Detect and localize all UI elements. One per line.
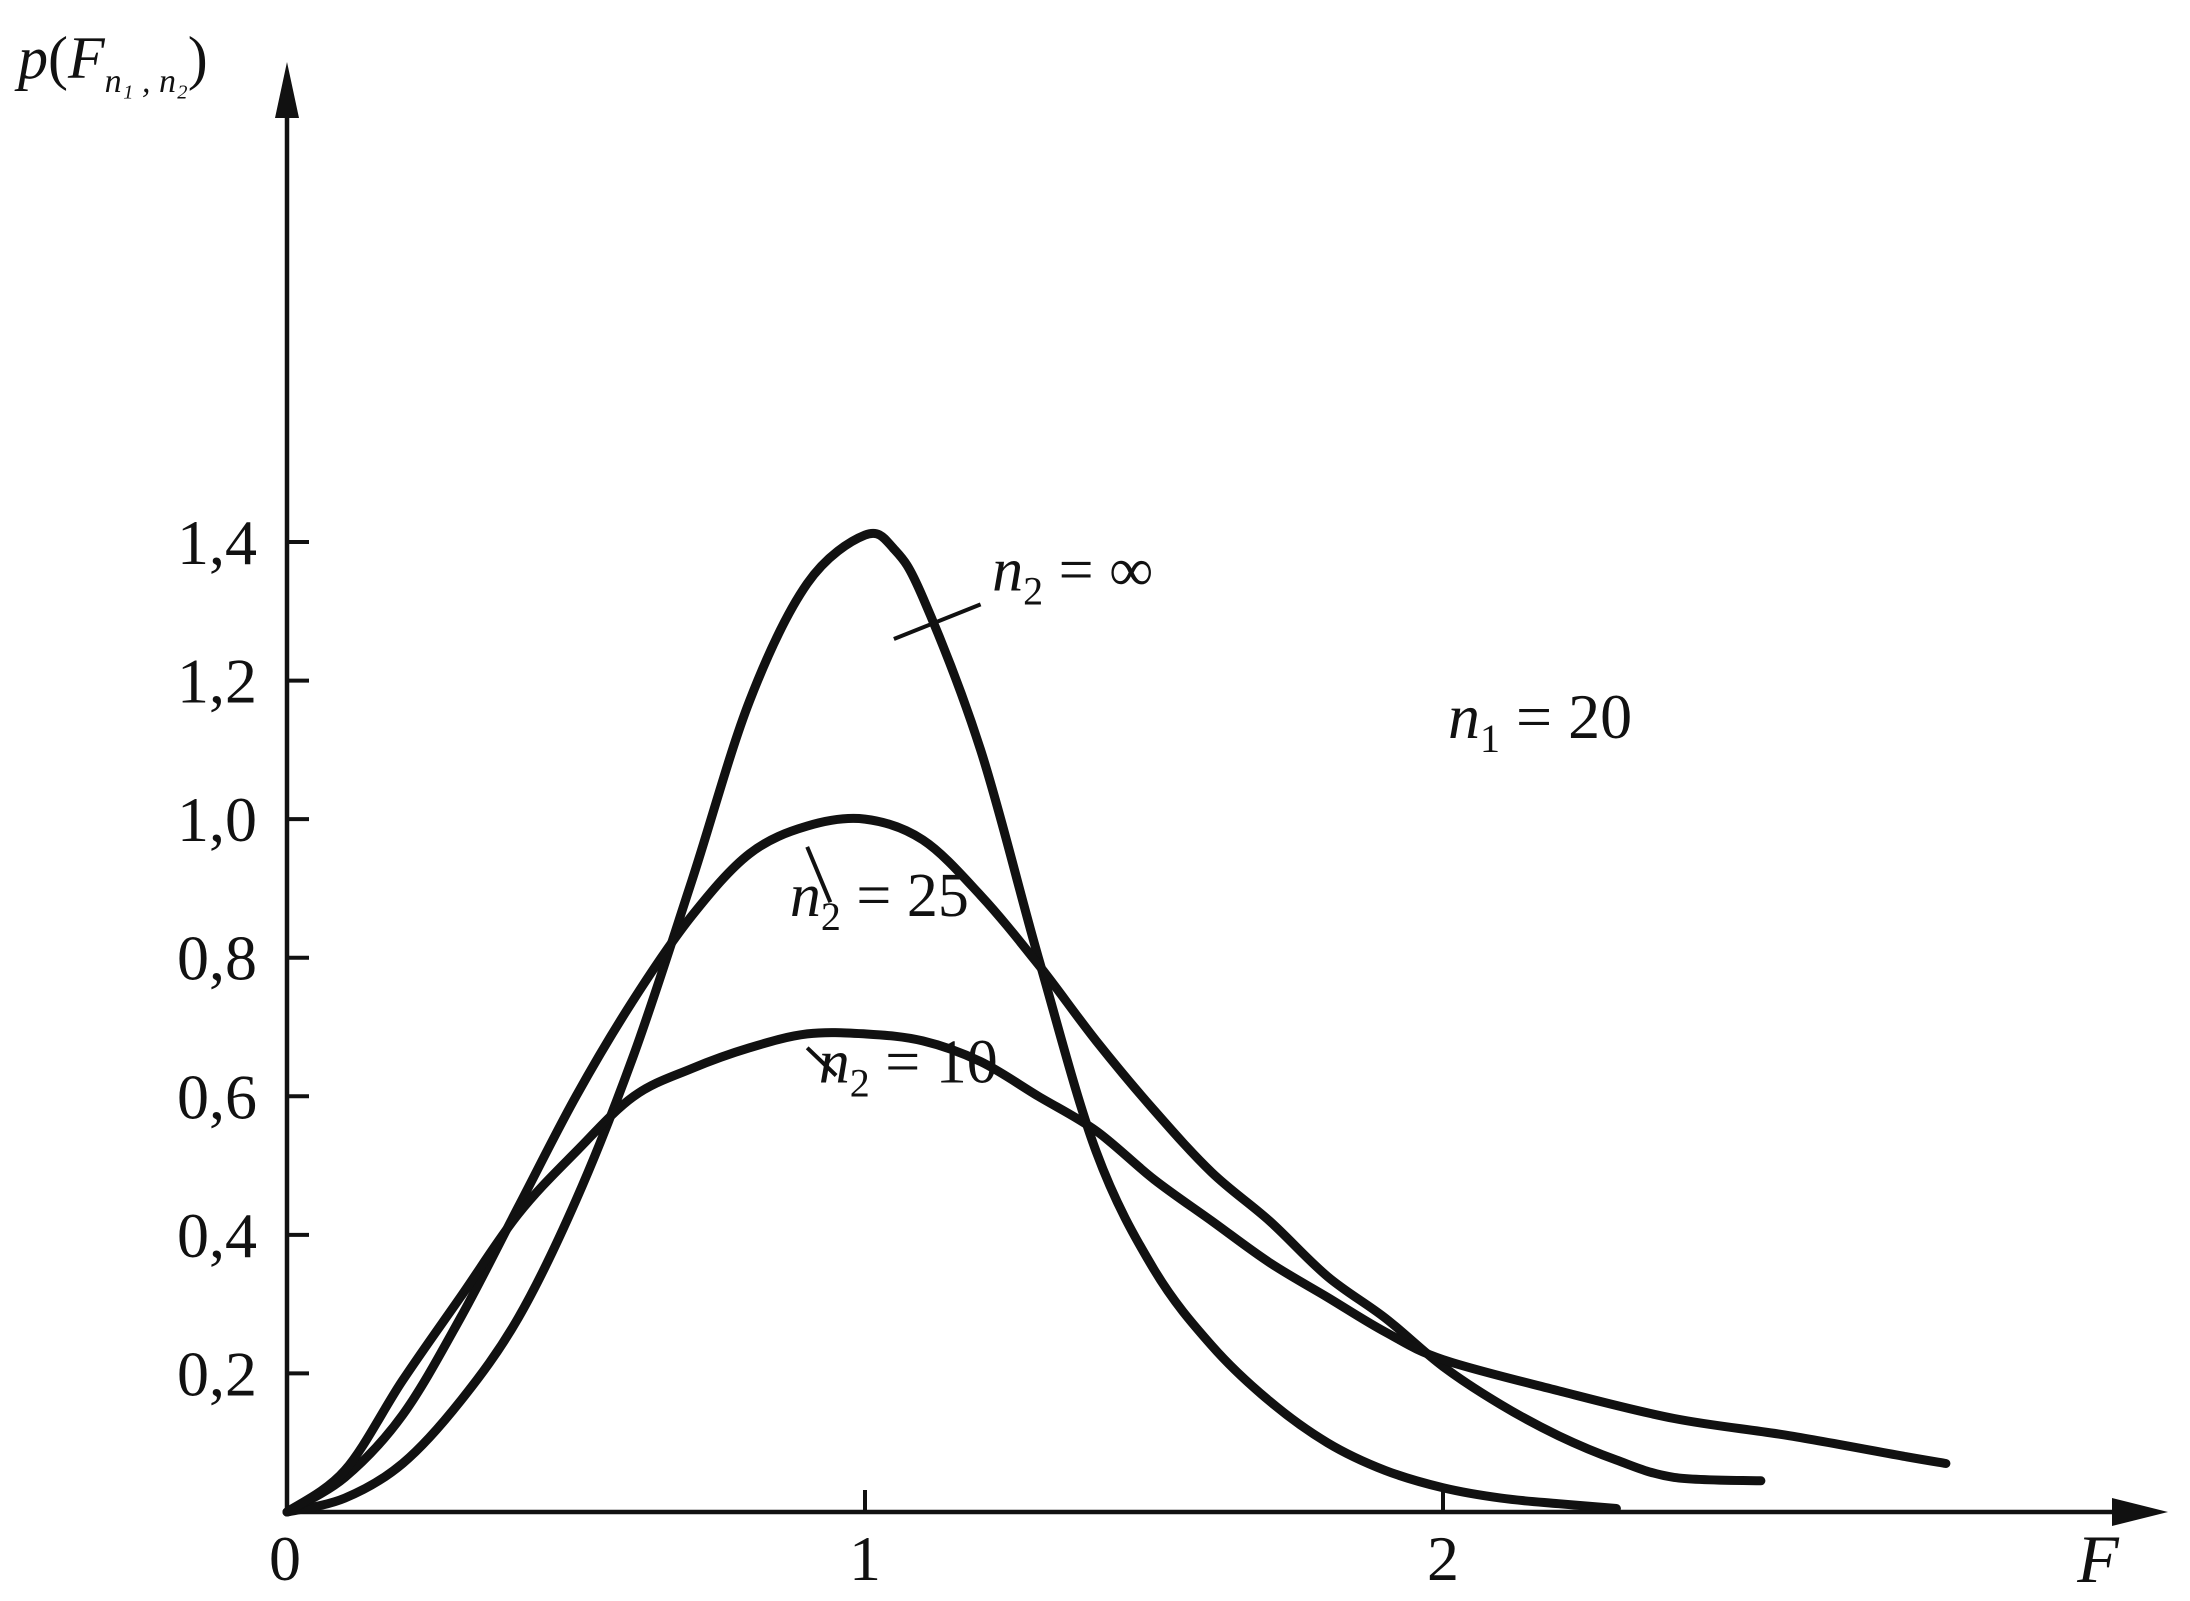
leader-series-1 [805,846,833,904]
label-series-0: n2 = ∞ [992,537,1153,614]
y-axis-arrow [275,62,299,118]
y-axis-label-main: p [14,25,48,91]
y-tick-label-1: 0,4 [177,1200,257,1271]
curve-series-2 [282,1028,1951,1517]
n1-annotation-sub: 1 [1480,716,1500,761]
y-tick-label-0: 0,2 [177,1338,257,1409]
y-tick-label-6: 1,4 [177,507,257,578]
x-tick-label-0: 0 [269,1523,301,1594]
axis-ticks: 0,2 0,4 0,6 0,8 1,0 1,2 1,4 0 1 2 [177,507,1459,1594]
x-axis-arrow [2112,1498,2168,1526]
x-tick-label-2: 2 [1427,1523,1459,1594]
n1-annotation: n1 = 20 [1448,681,1632,761]
leader-series-0 [893,602,982,641]
curve-labels: n2 = ∞ n2 = 25 n2 = 10 [790,537,1153,1106]
y-axis-label-close-paren: ) [188,25,208,91]
y-axis-label-arg: F [67,25,106,91]
label-series-1: n2 = 25 [790,862,969,939]
y-axis-label-open-paren: ( [48,25,68,91]
y-axis-label-sub: n₁ , n₂ [105,63,188,100]
x-axis-label: F [2076,1521,2120,1597]
y-tick-label-2: 0,6 [177,1061,257,1132]
curves [282,528,1951,1517]
y-axis-label: p(Fn₁ , n₂) [14,25,208,100]
leader-series-2 [805,1046,838,1077]
label-series-2: n2 = 10 [819,1028,998,1105]
x-tick-label-1: 1 [849,1523,881,1594]
curve-leaders [805,602,982,1077]
n1-annotation-var: n [1448,681,1480,752]
curve-series-0 [282,528,1621,1517]
y-tick-label-3: 0,8 [177,923,257,994]
n1-annotation-rest: = 20 [1500,681,1632,752]
y-tick-label-5: 1,2 [177,646,257,717]
y-tick-label-4: 1,0 [177,784,257,855]
